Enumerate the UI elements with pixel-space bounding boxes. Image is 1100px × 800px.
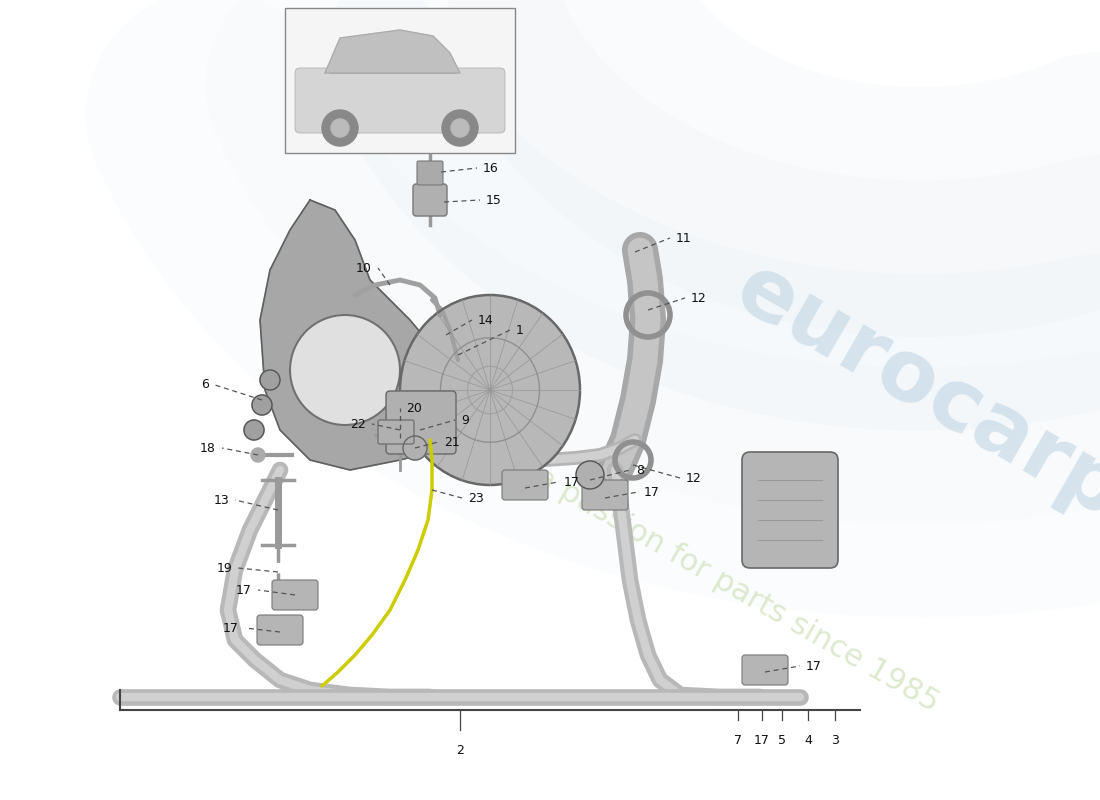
- Text: 11: 11: [676, 231, 692, 245]
- Circle shape: [252, 395, 272, 415]
- Text: 6: 6: [201, 378, 209, 391]
- Text: 8: 8: [636, 463, 644, 477]
- Text: 17: 17: [644, 486, 660, 498]
- FancyBboxPatch shape: [742, 655, 788, 685]
- Circle shape: [331, 119, 349, 137]
- Circle shape: [451, 119, 469, 137]
- Text: 2: 2: [456, 744, 464, 757]
- FancyBboxPatch shape: [417, 161, 443, 185]
- Circle shape: [260, 370, 280, 390]
- Text: 22: 22: [350, 418, 366, 430]
- Text: 1: 1: [516, 323, 524, 337]
- Text: 7: 7: [734, 734, 742, 747]
- FancyBboxPatch shape: [386, 391, 456, 454]
- Text: 10: 10: [356, 262, 372, 274]
- FancyBboxPatch shape: [295, 68, 505, 133]
- FancyBboxPatch shape: [742, 452, 838, 568]
- Text: 21: 21: [444, 435, 460, 449]
- Text: 17: 17: [755, 734, 770, 747]
- FancyBboxPatch shape: [378, 420, 414, 444]
- Text: 3: 3: [832, 734, 839, 747]
- Polygon shape: [324, 30, 460, 73]
- Text: 17: 17: [806, 659, 822, 673]
- FancyBboxPatch shape: [412, 184, 447, 216]
- Text: 15: 15: [486, 194, 502, 206]
- Circle shape: [442, 110, 478, 146]
- Circle shape: [322, 110, 358, 146]
- Circle shape: [576, 461, 604, 489]
- FancyBboxPatch shape: [582, 480, 628, 510]
- Text: 17: 17: [223, 622, 239, 634]
- Text: 4: 4: [804, 734, 812, 747]
- FancyBboxPatch shape: [502, 470, 548, 500]
- Circle shape: [244, 420, 264, 440]
- Circle shape: [290, 315, 400, 425]
- Text: 17: 17: [236, 583, 252, 597]
- Text: 14: 14: [478, 314, 494, 326]
- Polygon shape: [260, 200, 460, 470]
- FancyBboxPatch shape: [257, 615, 303, 645]
- Text: 16: 16: [483, 162, 498, 174]
- Text: 13: 13: [213, 494, 229, 506]
- Text: 19: 19: [217, 562, 232, 574]
- Text: 18: 18: [200, 442, 216, 454]
- Text: 5: 5: [778, 734, 786, 747]
- Text: 9: 9: [461, 414, 469, 426]
- Text: 23: 23: [468, 491, 484, 505]
- Text: 12: 12: [686, 471, 702, 485]
- Text: 12: 12: [691, 291, 706, 305]
- Bar: [285, 8, 515, 153]
- Text: 20: 20: [406, 402, 422, 414]
- Text: eurocarparts: eurocarparts: [720, 247, 1100, 633]
- Text: 17: 17: [564, 475, 580, 489]
- Ellipse shape: [400, 295, 580, 485]
- FancyBboxPatch shape: [272, 580, 318, 610]
- Circle shape: [403, 436, 427, 460]
- Text: a passion for parts since 1985: a passion for parts since 1985: [530, 462, 944, 718]
- Circle shape: [251, 448, 265, 462]
